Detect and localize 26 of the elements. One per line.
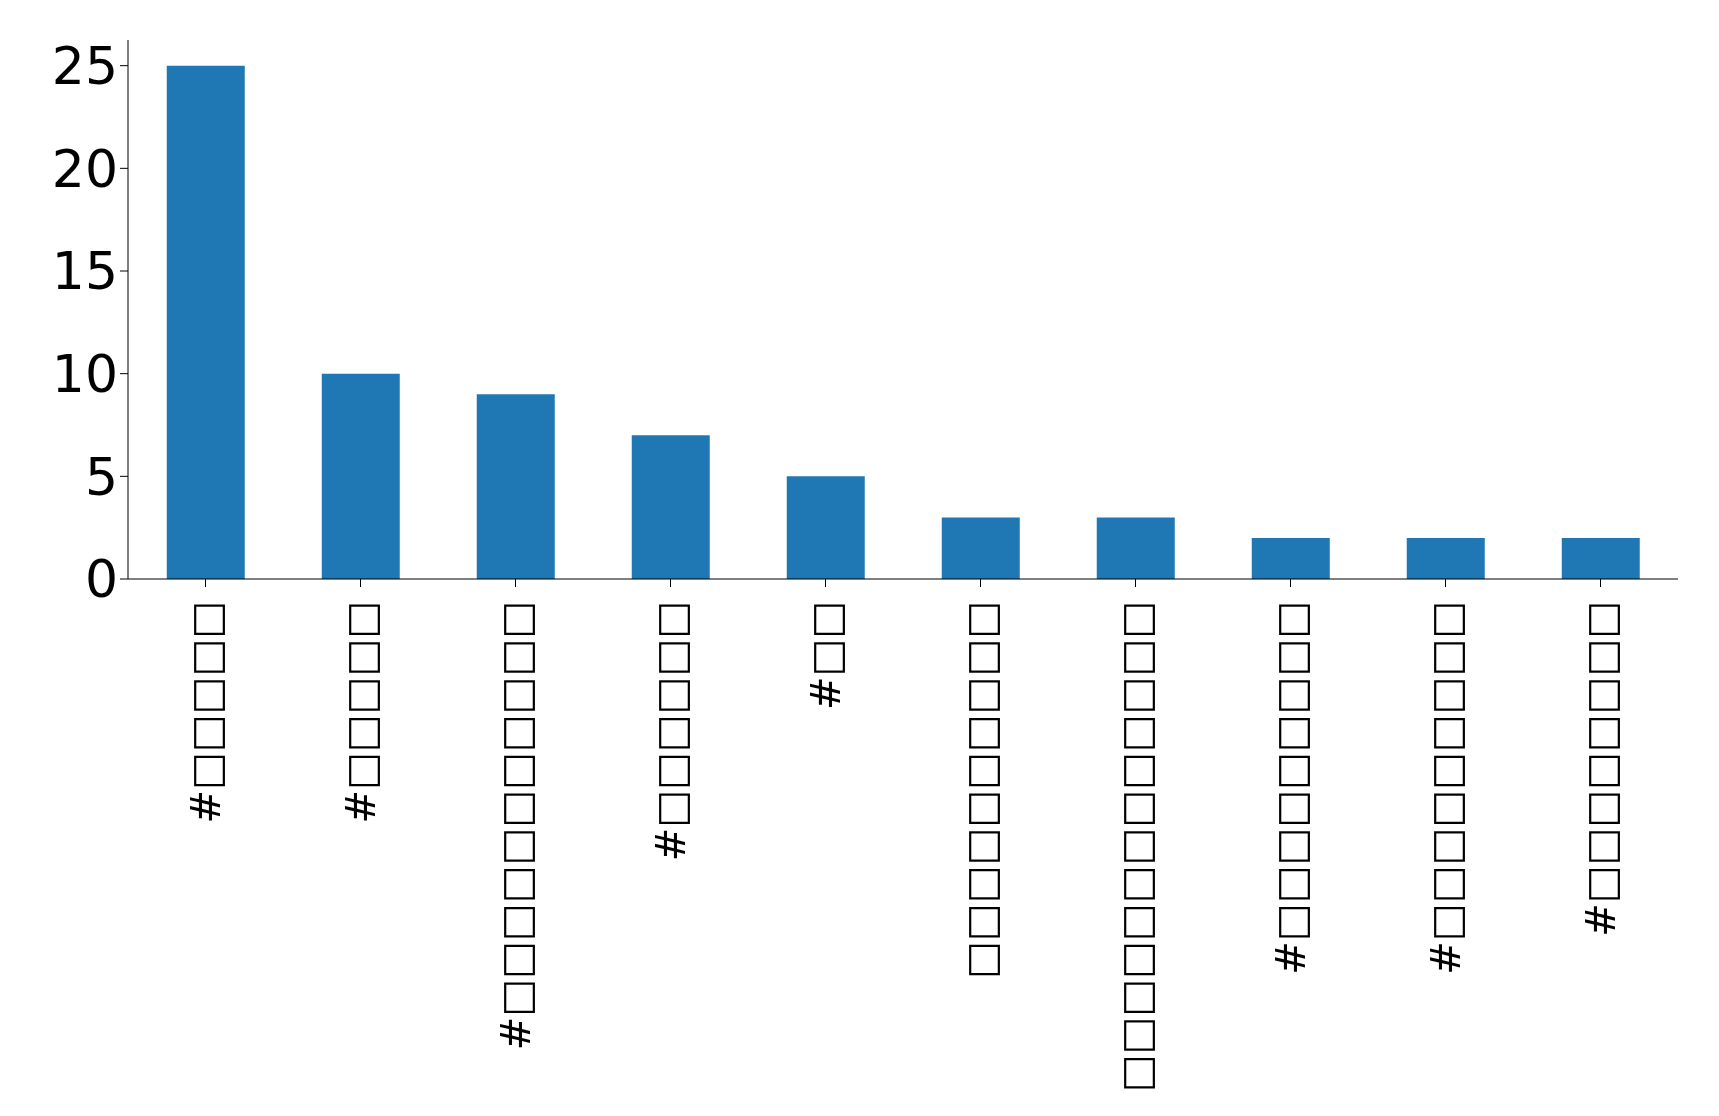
y-tick-label: 0 [84, 549, 118, 610]
x-tick-label: □□□□□□□□□□ [957, 601, 1004, 979]
bar [476, 394, 555, 579]
x-tick-label: #□□□□□□ [647, 601, 694, 862]
y-tick-label: 25 [51, 36, 118, 97]
bar [786, 476, 865, 579]
bar [1561, 537, 1640, 579]
bar [321, 373, 400, 579]
bar [631, 435, 710, 579]
bar [1406, 537, 1485, 579]
bar [1251, 537, 1330, 579]
y-tick-label: 20 [51, 138, 118, 199]
x-tick-label: #□□□□□□□□□□□ [492, 601, 539, 1051]
x-tick-label: #□□□□□ [182, 601, 229, 824]
bar [166, 65, 245, 579]
x-tick-label: #□□ [802, 601, 849, 711]
x-tick-label: □□□□□□□□□□□□□ [1112, 601, 1159, 1093]
x-tick-label: #□□□□□□□□□ [1267, 601, 1314, 975]
y-tick-label: 10 [51, 344, 118, 405]
y-tick-label: 15 [51, 241, 118, 302]
y-tick-label: 5 [84, 446, 118, 507]
x-tick-label: #□□□□□□□□ [1577, 601, 1624, 937]
bar [941, 517, 1020, 579]
x-tick-label: #□□□□□ [337, 601, 384, 824]
bar [1096, 517, 1175, 579]
x-tick-label: #□□□□□□□□□ [1422, 601, 1469, 975]
